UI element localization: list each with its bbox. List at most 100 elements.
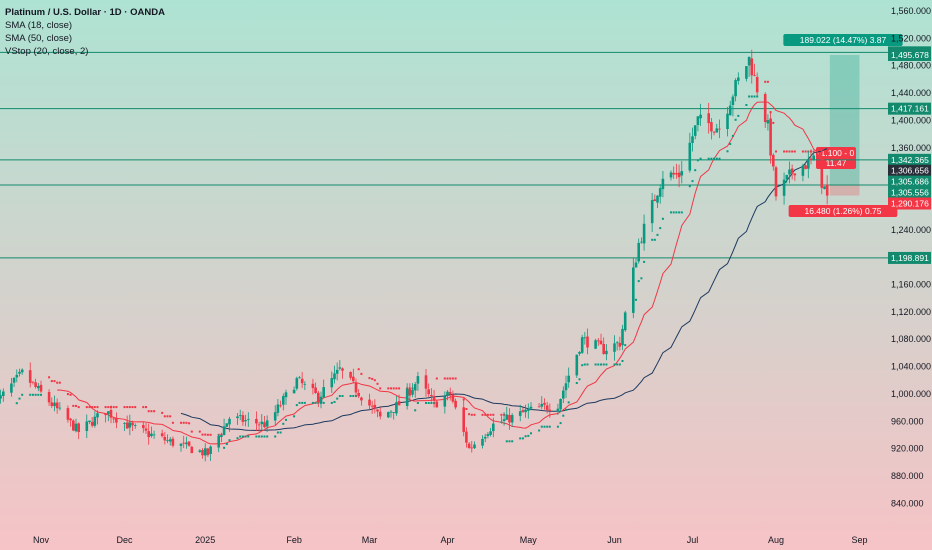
candle-body [575, 354, 579, 376]
vstop-dot [18, 397, 21, 400]
vstop-dot [783, 150, 786, 153]
vstop-dot [201, 433, 204, 436]
vstop-dot [376, 382, 379, 385]
candle [693, 125, 697, 140]
vstop-dot [486, 413, 489, 416]
price-tick-label: 1,440.000 [891, 88, 931, 98]
candle [772, 153, 775, 171]
vstop-dot [443, 377, 446, 380]
vstop-dot [565, 408, 567, 411]
candle-body [562, 390, 565, 399]
candle [160, 429, 164, 438]
candle [187, 441, 191, 447]
price-tick-label: 1,000.000 [891, 389, 931, 399]
vstop-dot [40, 393, 42, 396]
vstop-dot [696, 159, 699, 162]
candle [12, 376, 16, 387]
candle [405, 383, 409, 410]
axis-price-tag-box [888, 153, 931, 166]
vstop-dot [69, 393, 72, 396]
candle [123, 422, 126, 432]
study-vstop-label[interactable]: VStop (20, close, 2) [5, 46, 89, 57]
candle-body [284, 392, 288, 398]
candle-body [352, 376, 355, 382]
candle-body [160, 433, 164, 437]
axis-price-tag-box [888, 48, 931, 61]
candle-body [728, 105, 732, 116]
candle-body [632, 267, 635, 313]
vstop-dot [618, 363, 621, 366]
candle-body [330, 378, 334, 388]
candle-body [392, 412, 395, 413]
candle [430, 388, 433, 402]
price-tick-label: 880.000 [891, 471, 924, 481]
time-tick-label: Nov [33, 535, 50, 545]
candle [333, 365, 336, 384]
candle [104, 413, 107, 423]
axis-price-tag: 1,305.686 [888, 175, 931, 188]
candle-body [804, 165, 807, 169]
vstop-dot [15, 402, 18, 405]
horizontal-levels[interactable] [0, 51, 888, 259]
vstop-dot [621, 360, 624, 362]
candle-body [446, 391, 449, 396]
candle-body [454, 400, 457, 408]
candle-body [133, 425, 137, 426]
position-tool[interactable]: 189.022 (14.47%) 3.87 16.480 (1.26%) 0.75… [783, 34, 903, 217]
axis-price-tag-text: 1,305.686 [891, 177, 929, 187]
candle-body [807, 159, 810, 169]
axis-price-tag-text: 1,306.656 [891, 166, 929, 176]
candle-body [411, 389, 414, 395]
chart-legend: Platinum / U.S. Dollar · 1D · OANDA SMA … [5, 6, 165, 58]
candle-body [656, 195, 659, 203]
candle-body [273, 412, 277, 421]
candle-body [357, 393, 360, 397]
vstop-dot [775, 150, 777, 153]
vstop-dot [123, 406, 126, 409]
vstop-dot [756, 95, 759, 98]
candle [322, 379, 325, 398]
vstop-dot [640, 277, 643, 280]
candle-body [613, 343, 616, 352]
position-pnl-label: -1.100 - 011.47 [816, 146, 856, 169]
study-sma50-label[interactable]: SMA (50, close) [5, 33, 73, 44]
candle-body [28, 370, 32, 383]
vstop-dot [694, 169, 697, 172]
candle [389, 410, 393, 418]
symbol-title[interactable]: Platinum / U.S. Dollar · 1D · OANDA [5, 7, 165, 18]
vstop-dot [188, 422, 191, 425]
vstop-dot [115, 406, 118, 409]
axis-price-tag-box [888, 251, 931, 264]
vstop-dot [379, 387, 382, 390]
study-sma18-label[interactable]: SMA (18, close) [5, 20, 73, 31]
candle [680, 161, 684, 184]
vstop-dot [279, 431, 282, 434]
candle [413, 382, 417, 398]
candle [825, 175, 829, 205]
candle [257, 421, 261, 432]
candle-body [556, 408, 560, 412]
vstop-dot [661, 217, 664, 220]
position-stop-label-text: 16.480 (1.26%) 0.75 [804, 206, 881, 216]
candle-body [190, 446, 194, 454]
candle-body [465, 431, 468, 443]
price-tick-label: 1,160.000 [891, 280, 931, 290]
candle-body [427, 389, 430, 395]
vstop-dot [473, 413, 476, 416]
candle [559, 398, 562, 413]
candle [467, 441, 471, 449]
vstop-dot [581, 364, 584, 367]
candle [77, 422, 80, 440]
vstop-dot [180, 421, 182, 424]
candle [255, 411, 258, 432]
vstop-dot [371, 377, 374, 380]
vstop-dot [360, 372, 363, 375]
candle-body [602, 344, 605, 354]
candle [88, 420, 91, 424]
vstop-dot [322, 401, 325, 404]
candle [241, 411, 245, 426]
position-stop-zone[interactable] [829, 184, 860, 196]
candle [462, 400, 465, 437]
time-axis[interactable]: Nov Dec 2025 Feb Mar Apr May Jun Jul Aug Sep [33, 535, 868, 545]
candle-body [672, 172, 675, 175]
